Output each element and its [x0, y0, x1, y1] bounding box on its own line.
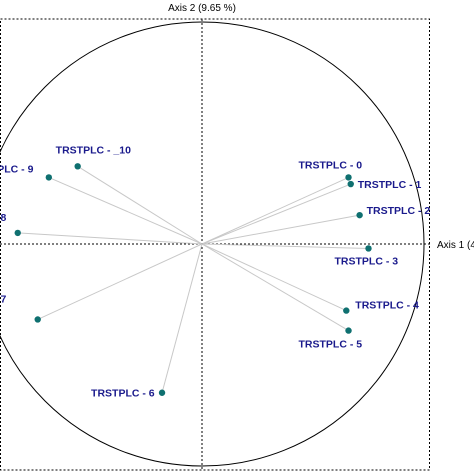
data-point: [45, 174, 53, 181]
data-point: [343, 307, 350, 314]
vector-line: [201, 214, 360, 245]
vector-line: [201, 243, 347, 312]
vector-line: [201, 243, 369, 249]
data-point: [34, 316, 41, 323]
point-label: TRSTPLC - 3: [335, 255, 399, 267]
vector-line: [48, 176, 203, 245]
data-point: [345, 174, 352, 181]
point-label: TRSTPLC - 2: [367, 205, 431, 217]
vector-line: [201, 176, 349, 245]
point-label: TRSTPLC - 9: [0, 163, 34, 175]
vector-line: [17, 232, 203, 245]
data-point: [74, 163, 81, 170]
data-point: [14, 229, 21, 237]
data-point: [356, 211, 363, 219]
point-label: TRSTPLC - 8: [0, 212, 6, 224]
data-point: [347, 180, 354, 188]
y-axis-title: Axis 2 (9.65 %): [168, 3, 236, 14]
vector-line: [77, 165, 203, 245]
vector-line: [201, 243, 349, 332]
data-point: [345, 327, 352, 334]
point-label: TRSTPLC - 7: [0, 293, 6, 305]
point-label: TRSTPLC - 5: [299, 339, 363, 351]
vector-line: [201, 183, 351, 245]
vector-line: [37, 243, 203, 320]
point-label: TRSTPLC - 4: [355, 300, 419, 312]
vector-line: [161, 243, 203, 393]
variable-points: TRSTPLC - 0 TRSTPLC - 1 TRSTPLC - 2 TRSTPLC…: [0, 144, 430, 399]
point-label: TRSTPLC - _10: [56, 144, 131, 156]
data-point: [365, 245, 372, 252]
data-point: [158, 389, 166, 396]
point-label: TRSTPLC - 6: [91, 388, 155, 400]
point-label: TRSTPLC - 0: [299, 159, 363, 171]
x-axis-title: Axis 1 (4: [437, 240, 474, 251]
point-label: TRSTPLC - 1: [358, 179, 422, 191]
vector-lines: [17, 165, 369, 393]
